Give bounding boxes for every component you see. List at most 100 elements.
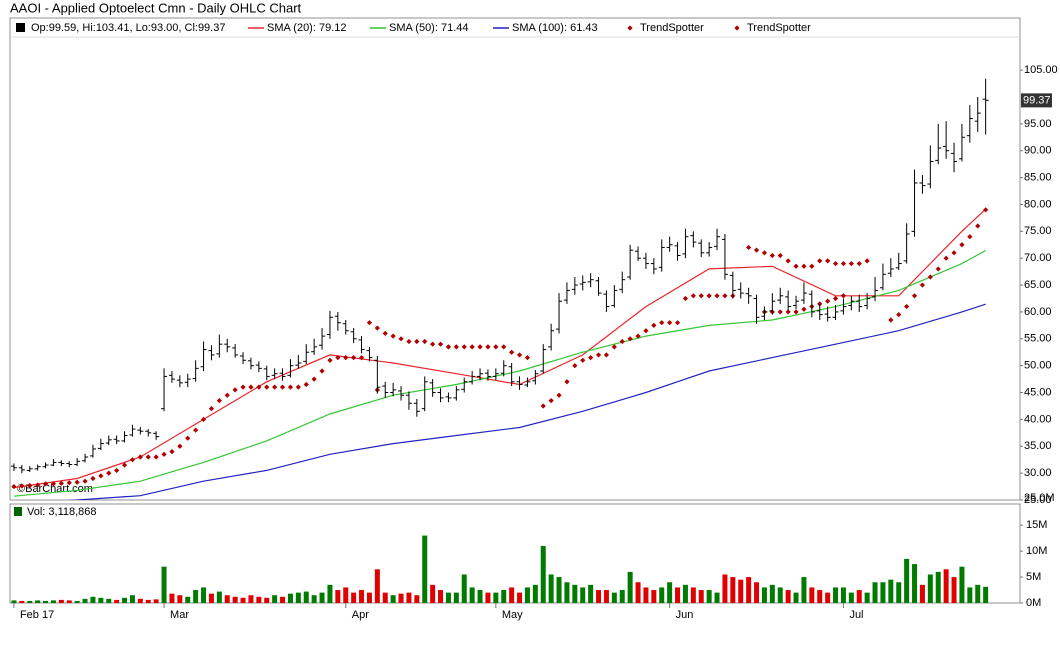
volume-bar (264, 597, 270, 603)
y-tick-label: 35.00 (1024, 440, 1052, 452)
volume-bar (596, 590, 602, 603)
volume-bar (817, 590, 823, 603)
y-tick-label: 55.00 (1024, 333, 1052, 345)
legend-label: Op:99.59, Hi:103.41, Lo:93.00, Cl:99.37 (31, 22, 225, 34)
trendspotter-marker (303, 381, 309, 388)
trendspotter-marker (564, 379, 570, 385)
legend-label: TrendSpotter (640, 22, 704, 34)
volume-tick-label: 0M (1026, 597, 1041, 609)
volume-panel (9, 503, 1021, 604)
trendspotter-marker (422, 338, 428, 345)
trendspotter-marker (785, 309, 791, 315)
y-tick-label: 25.00 (1024, 494, 1052, 506)
volume-bar (769, 584, 775, 603)
y-tick-label: 65.00 (1024, 279, 1052, 291)
volume-bar (935, 571, 941, 603)
trendspotter-marker (208, 406, 215, 412)
trendspotter-marker (643, 328, 649, 334)
trendspotter-marker (319, 368, 325, 374)
trendspotter-marker (667, 320, 673, 326)
price-panel (9, 17, 1021, 501)
trendspotter-marker (556, 392, 562, 398)
trendspotter-marker (430, 341, 436, 347)
volume-bar (335, 590, 341, 603)
volume-bar (469, 587, 475, 603)
x-tick-label: Apr (352, 609, 369, 621)
trendspotter-marker (698, 293, 704, 299)
trendspotter-marker (224, 392, 230, 398)
trendspotter-marker (485, 344, 491, 350)
volume-bar (414, 595, 420, 603)
volume-bar (153, 599, 159, 603)
trendspotter-marker (287, 384, 294, 390)
volume-bar (572, 584, 578, 603)
volume-bar (82, 598, 88, 603)
trendspotter-marker (445, 344, 452, 350)
volume-bar (161, 566, 167, 603)
x-tick-label: Jul (849, 609, 863, 621)
trendspotter-marker (777, 252, 783, 259)
y-tick-label: 45.00 (1024, 386, 1052, 398)
volume-bar (177, 595, 183, 603)
volume-bar (967, 587, 973, 603)
trendspotter-marker (279, 384, 286, 390)
volume-bar (619, 590, 625, 603)
volume-bar (509, 587, 515, 603)
volume-bar (833, 587, 839, 603)
volume-bar (50, 600, 56, 603)
trendspotter-marker (674, 320, 681, 326)
sma-line (13, 249, 986, 497)
y-tick-label: 90.00 (1024, 145, 1052, 157)
trendspotter-marker (461, 344, 467, 350)
volume-bar (651, 590, 657, 603)
volume-bar (864, 592, 870, 603)
last-price-box (1021, 93, 1052, 108)
trendspotter-marker (706, 293, 712, 299)
volume-bar (888, 579, 894, 603)
trendspotter-marker (398, 336, 404, 342)
legend-label: SMA (20): 79.12 (267, 22, 347, 34)
volume-bar (74, 600, 80, 603)
trendspotter-marker (603, 352, 610, 358)
trendspotter-marker (137, 454, 143, 460)
trendspotter-marker (761, 250, 768, 256)
trendspotter-marker (35, 482, 41, 488)
volume-bar (295, 592, 301, 603)
trendspotter-marker (825, 298, 831, 304)
trendspotter-marker (248, 384, 254, 390)
trendspotter-marker (469, 344, 475, 350)
trendspotter-marker (169, 449, 175, 455)
volume-bar (983, 586, 989, 603)
volume-bar (682, 584, 688, 603)
volume-bar (193, 590, 199, 603)
volume-bar (793, 592, 799, 603)
trendspotter-marker (619, 338, 625, 345)
volume-bar (540, 545, 546, 603)
volume-bar (461, 574, 467, 603)
trendspotter-marker (343, 355, 349, 361)
volume-bar (224, 595, 230, 603)
volume-bar (722, 574, 728, 603)
volume-bar (66, 600, 72, 603)
legend-label: SMA (50): 71.44 (389, 22, 469, 34)
volume-tick-label: 10M (1026, 545, 1047, 557)
trendspotter-marker (793, 263, 799, 269)
trendspotter-marker (414, 338, 420, 345)
trendspotter-marker (42, 481, 49, 487)
chart-title: AAOI - Applied Optoelect Cmn - Daily OHL… (10, 0, 302, 15)
volume-bar (351, 592, 357, 603)
trendspotter-marker (98, 473, 104, 479)
volume-bar (406, 592, 412, 603)
trendspotter-marker (327, 357, 333, 363)
legend-swatch (14, 507, 22, 516)
trendspotter-marker (272, 384, 278, 390)
trendspotter-marker (114, 467, 120, 474)
volume-bar (280, 596, 286, 603)
volume-bar (201, 587, 207, 603)
trendspotter-marker (216, 397, 222, 404)
volume-bar (430, 584, 436, 603)
volume-bar (588, 584, 594, 603)
trendspotter-marker (682, 295, 689, 302)
y-tick-label: 60.00 (1024, 306, 1052, 318)
trendspotter-marker (50, 481, 57, 487)
